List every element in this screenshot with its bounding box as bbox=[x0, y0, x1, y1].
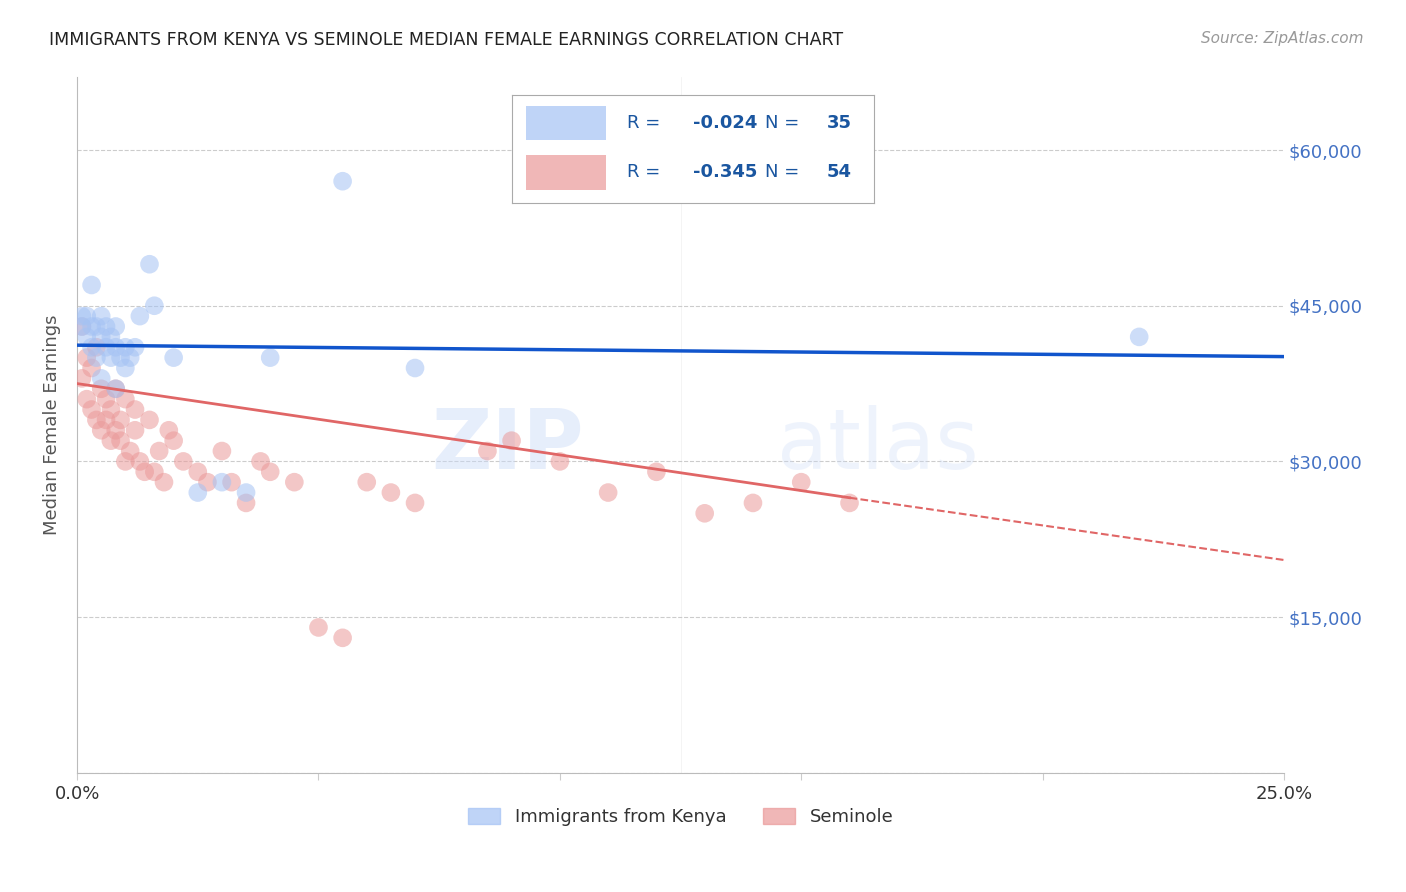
Point bbox=[128, 454, 150, 468]
Point bbox=[124, 402, 146, 417]
Point bbox=[143, 465, 166, 479]
Point bbox=[259, 465, 281, 479]
Point bbox=[356, 475, 378, 490]
Point bbox=[742, 496, 765, 510]
Point bbox=[211, 475, 233, 490]
Point bbox=[477, 444, 499, 458]
Y-axis label: Median Female Earnings: Median Female Earnings bbox=[44, 315, 60, 535]
Point bbox=[157, 423, 180, 437]
Point bbox=[404, 361, 426, 376]
Point bbox=[100, 402, 122, 417]
Point bbox=[90, 330, 112, 344]
Point bbox=[80, 402, 103, 417]
Point bbox=[70, 309, 93, 323]
Point bbox=[76, 330, 98, 344]
Point bbox=[790, 475, 813, 490]
Point bbox=[645, 465, 668, 479]
Point bbox=[70, 371, 93, 385]
Point bbox=[104, 382, 127, 396]
Point bbox=[76, 309, 98, 323]
Point bbox=[104, 319, 127, 334]
Text: ZIP: ZIP bbox=[432, 406, 583, 486]
Point bbox=[128, 309, 150, 323]
Point bbox=[308, 620, 330, 634]
Point bbox=[548, 454, 571, 468]
Point bbox=[598, 485, 620, 500]
Point bbox=[187, 485, 209, 500]
Point bbox=[104, 382, 127, 396]
Point bbox=[124, 423, 146, 437]
Point bbox=[120, 444, 142, 458]
Point bbox=[153, 475, 176, 490]
Point bbox=[187, 465, 209, 479]
Point bbox=[138, 413, 160, 427]
Point bbox=[221, 475, 243, 490]
Point bbox=[70, 319, 93, 334]
Point bbox=[76, 351, 98, 365]
Point bbox=[404, 496, 426, 510]
Point bbox=[94, 340, 117, 354]
Point bbox=[501, 434, 523, 448]
Point bbox=[838, 496, 860, 510]
Point bbox=[70, 319, 93, 334]
Point bbox=[332, 631, 354, 645]
Point bbox=[90, 309, 112, 323]
Point bbox=[90, 382, 112, 396]
Point bbox=[86, 319, 108, 334]
Point bbox=[235, 496, 257, 510]
Point bbox=[1128, 330, 1150, 344]
Point bbox=[80, 277, 103, 292]
Point bbox=[197, 475, 219, 490]
Point bbox=[94, 319, 117, 334]
Point bbox=[693, 506, 716, 520]
Point bbox=[163, 434, 186, 448]
Point bbox=[110, 434, 132, 448]
Point bbox=[138, 257, 160, 271]
Legend: Immigrants from Kenya, Seminole: Immigrants from Kenya, Seminole bbox=[461, 800, 900, 833]
Point bbox=[114, 454, 136, 468]
Point bbox=[172, 454, 194, 468]
Point bbox=[86, 340, 108, 354]
Point bbox=[100, 330, 122, 344]
Point bbox=[90, 423, 112, 437]
Point bbox=[80, 319, 103, 334]
Point bbox=[211, 444, 233, 458]
Point bbox=[143, 299, 166, 313]
Point bbox=[94, 413, 117, 427]
Point bbox=[380, 485, 402, 500]
Point bbox=[163, 351, 186, 365]
Point bbox=[104, 340, 127, 354]
Point bbox=[283, 475, 305, 490]
Text: Source: ZipAtlas.com: Source: ZipAtlas.com bbox=[1201, 31, 1364, 46]
Point bbox=[124, 340, 146, 354]
Point bbox=[110, 351, 132, 365]
Point bbox=[114, 392, 136, 406]
Point bbox=[76, 392, 98, 406]
Point bbox=[120, 351, 142, 365]
Point bbox=[259, 351, 281, 365]
Text: IMMIGRANTS FROM KENYA VS SEMINOLE MEDIAN FEMALE EARNINGS CORRELATION CHART: IMMIGRANTS FROM KENYA VS SEMINOLE MEDIAN… bbox=[49, 31, 844, 49]
Point bbox=[148, 444, 170, 458]
Point bbox=[86, 413, 108, 427]
Point bbox=[100, 434, 122, 448]
Point bbox=[332, 174, 354, 188]
Point bbox=[80, 361, 103, 376]
Point bbox=[114, 361, 136, 376]
Point bbox=[86, 351, 108, 365]
Point bbox=[80, 340, 103, 354]
Point bbox=[110, 413, 132, 427]
Point bbox=[235, 485, 257, 500]
Point bbox=[90, 371, 112, 385]
Point bbox=[104, 423, 127, 437]
Text: atlas: atlas bbox=[778, 406, 979, 486]
Point bbox=[114, 340, 136, 354]
Point bbox=[94, 392, 117, 406]
Point bbox=[249, 454, 271, 468]
Point bbox=[100, 351, 122, 365]
Point bbox=[134, 465, 156, 479]
